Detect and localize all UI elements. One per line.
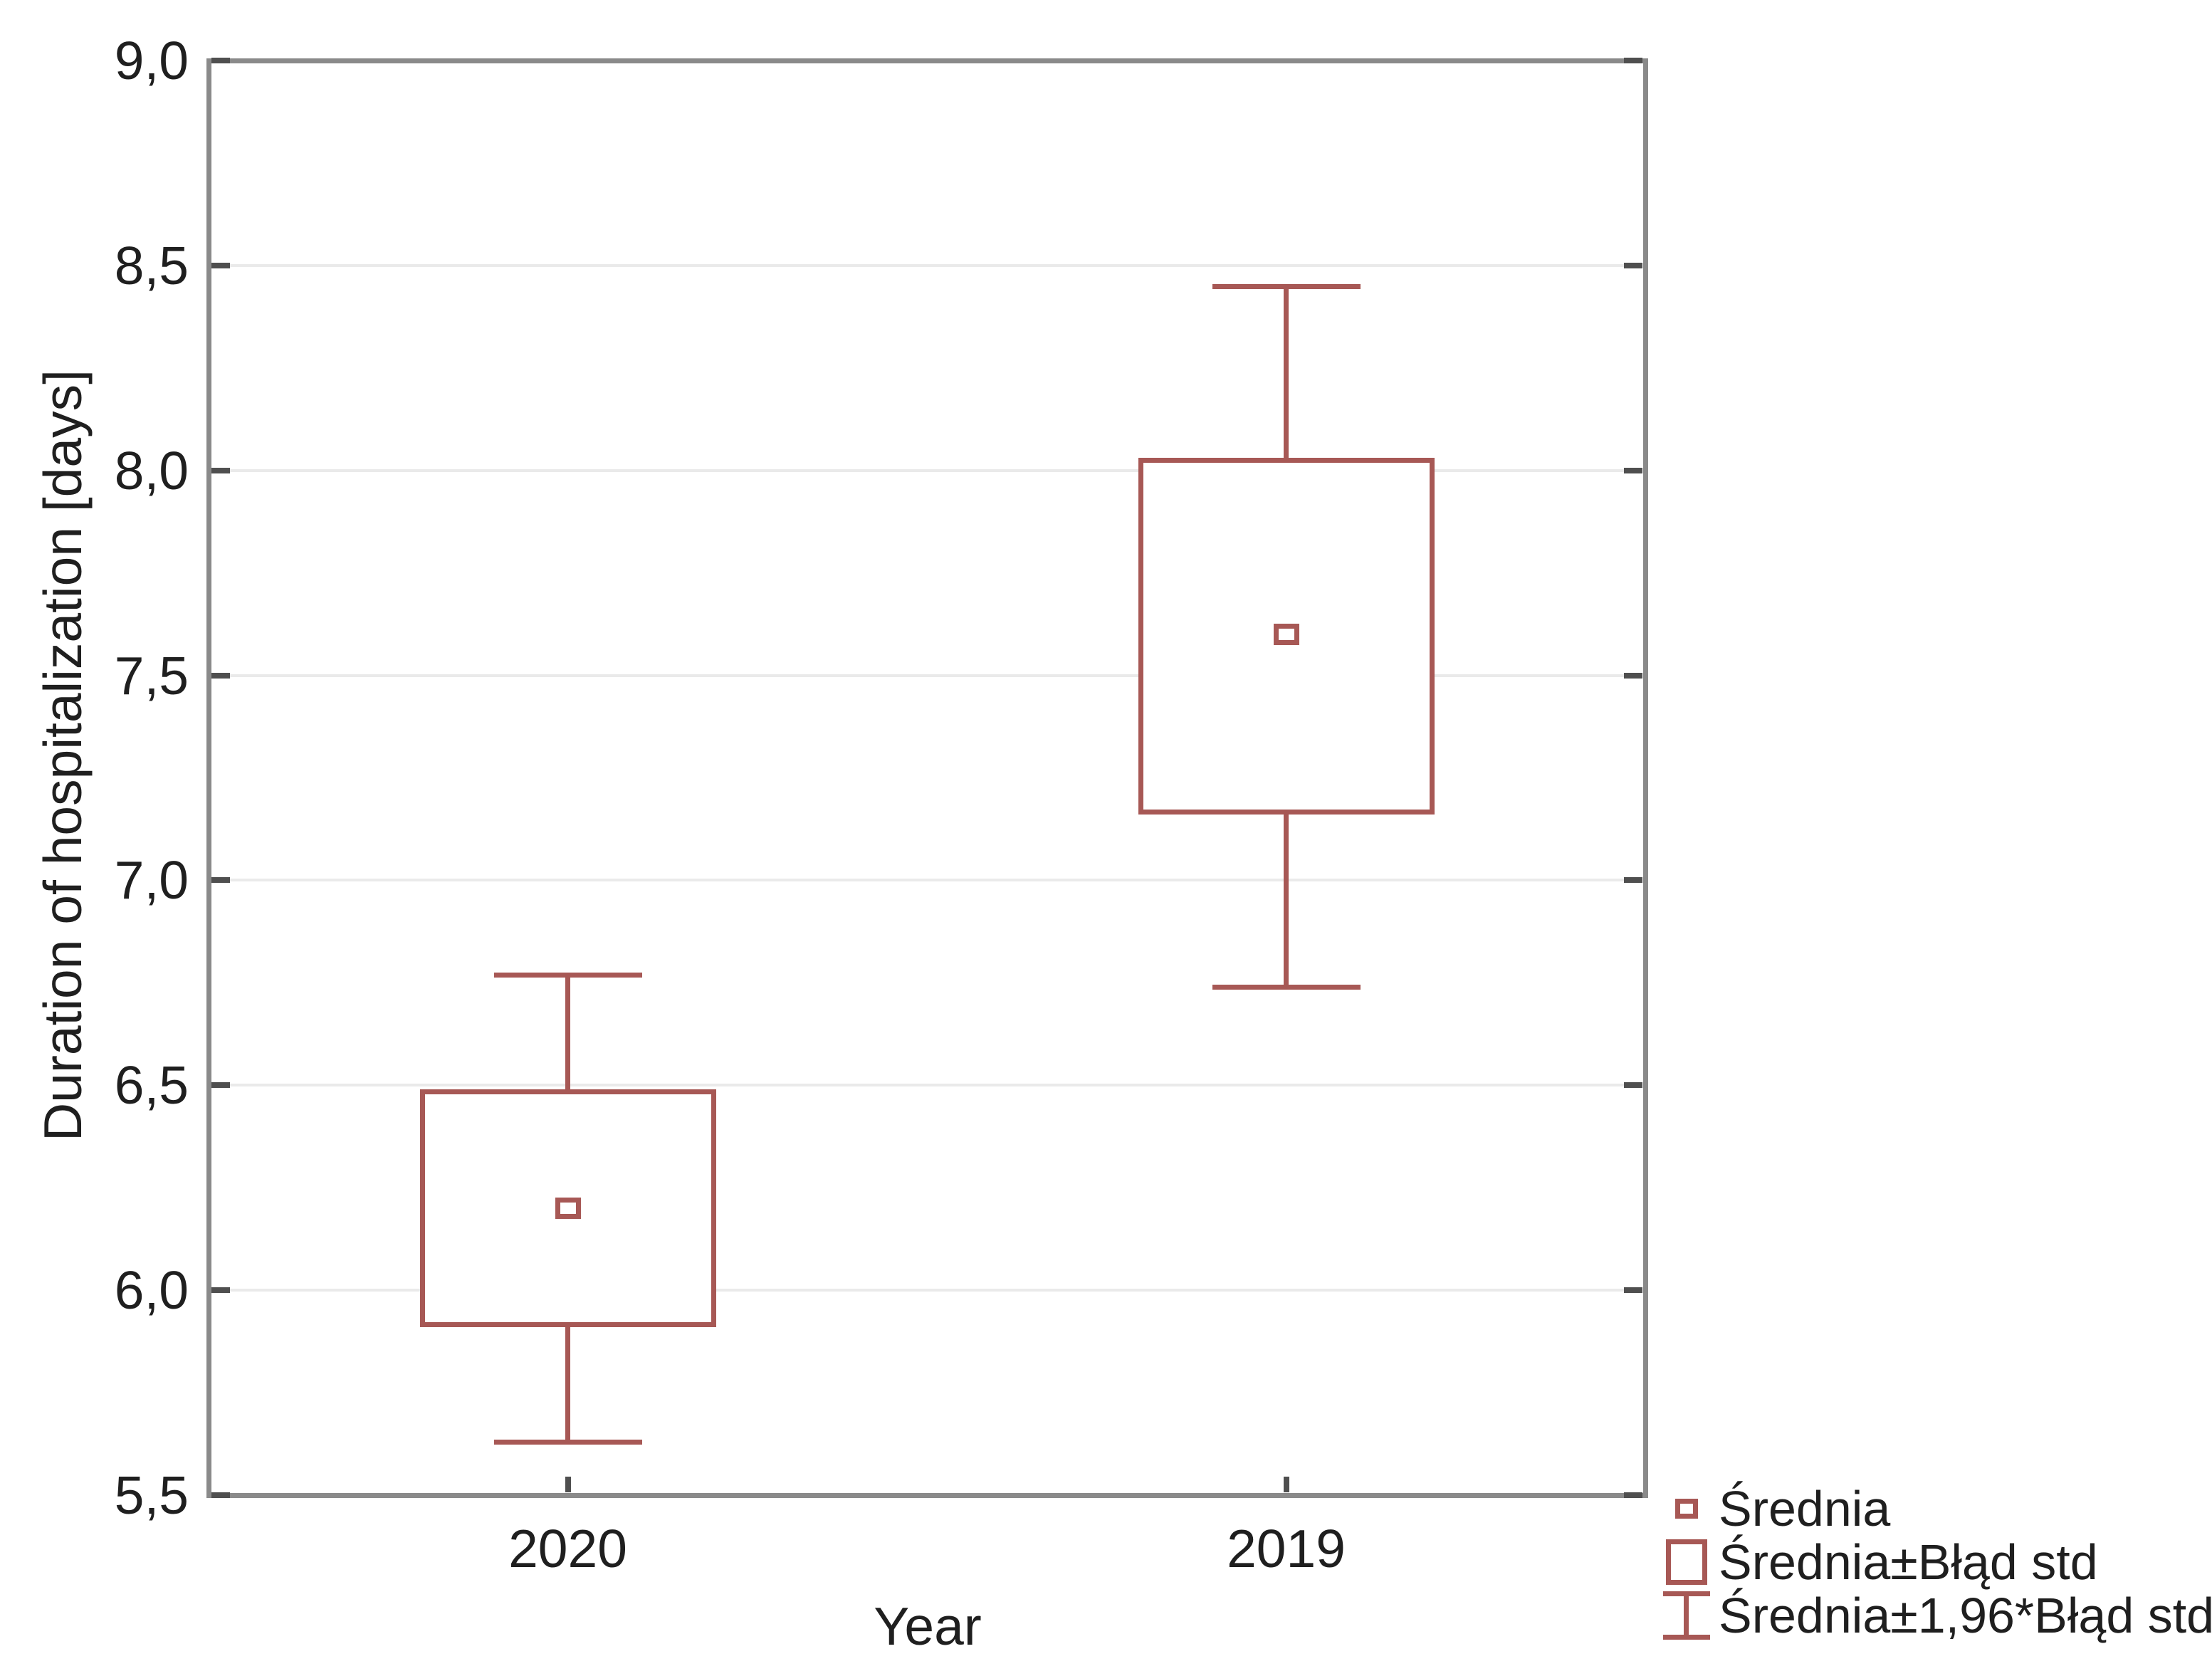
gridline [211, 263, 1642, 267]
x-axis-title: Year [874, 1596, 982, 1656]
y-tick-mark [1624, 1492, 1642, 1498]
stderr-box-icon [1666, 1539, 1707, 1585]
gridline [211, 1289, 1642, 1292]
x-tick-mark [565, 1477, 571, 1492]
y-tick-mark [1624, 467, 1642, 473]
gridline [211, 468, 1642, 472]
x-tick-mark [1283, 1477, 1289, 1492]
y-tick-mark [211, 1082, 230, 1089]
y-tick-label: 8,0 [114, 440, 189, 501]
legend-marker-cell [1660, 1591, 1713, 1640]
mean-square-icon [1675, 1498, 1698, 1519]
whisker-top-cap [1212, 283, 1361, 289]
whisker-bottom-cap [493, 1440, 642, 1445]
y-tick-mark [1624, 877, 1642, 884]
legend-label: Średnia±Błąd std [1719, 1534, 2098, 1590]
whisker-bottom-cap-icon [1663, 1634, 1710, 1640]
y-tick-label: 7,5 [114, 645, 189, 706]
y-tick-label: 7,0 [114, 850, 189, 911]
legend-item-mean: Średnia [1660, 1480, 2212, 1536]
y-tick-mark [211, 1492, 230, 1498]
whisker-bottom-cap [1212, 985, 1361, 990]
y-axis-title: Duration of hospitalization [days] [33, 370, 93, 1141]
legend-label: Średnia±1,96*Błąd std [1719, 1587, 2212, 1643]
whisker-line-icon [1684, 1591, 1689, 1640]
y-tick-mark [1624, 672, 1642, 679]
legend-item-whisker: Średnia±1,96*Błąd std [1660, 1587, 2212, 1643]
y-tick-mark [211, 672, 230, 679]
x-tick-label: 2020 [508, 1519, 627, 1578]
y-tick-label: 6,0 [114, 1260, 189, 1321]
y-tick-mark [211, 1287, 230, 1294]
legend: Średnia Średnia±Błąd std Średnia±1,96*Bł… [1660, 1480, 2212, 1643]
gridline [211, 1084, 1642, 1087]
whisker-icon [1663, 1591, 1710, 1640]
y-tick-mark [1624, 262, 1642, 268]
y-tick-label: 5,5 [114, 1465, 189, 1525]
legend-item-stderr-box: Średnia±Błąd std [1660, 1534, 2212, 1590]
y-tick-mark [211, 262, 230, 268]
mean-marker [555, 1198, 581, 1219]
gridline [211, 879, 1642, 882]
y-tick-mark [211, 467, 230, 473]
y-tick-label: 6,5 [114, 1055, 189, 1116]
x-tick-label: 2019 [1227, 1519, 1346, 1578]
legend-marker-cell [1660, 1539, 1713, 1585]
y-tick-label: 9,0 [114, 31, 189, 90]
y-tick-mark [1624, 58, 1642, 63]
y-tick-mark [211, 877, 230, 884]
legend-marker-cell [1660, 1498, 1713, 1519]
y-tick-mark [211, 58, 230, 63]
y-tick-label: 8,5 [114, 235, 189, 295]
mean-marker [1273, 624, 1299, 645]
y-tick-mark [1624, 1287, 1642, 1294]
legend-label: Średnia [1719, 1480, 1891, 1536]
y-tick-mark [1624, 1082, 1642, 1089]
whisker-top-cap [493, 972, 642, 978]
gridline [211, 674, 1642, 677]
